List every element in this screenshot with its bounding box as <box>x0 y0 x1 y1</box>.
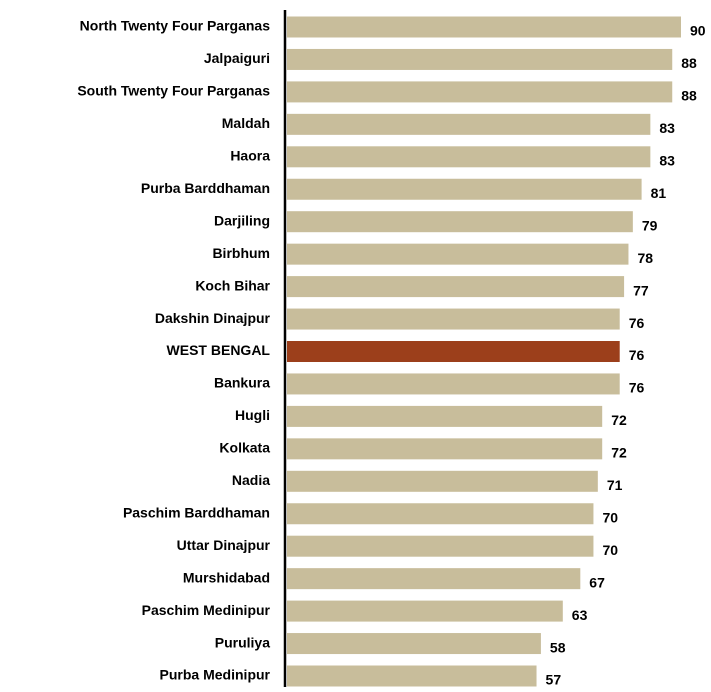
category-label: Dakshin Dinajpur <box>155 310 271 326</box>
category-label: Paschim Barddhaman <box>123 504 270 520</box>
value-label: 76 <box>629 315 645 331</box>
category-label: Murshidabad <box>183 569 270 585</box>
value-label: 88 <box>681 55 697 71</box>
value-label: 81 <box>651 185 667 201</box>
value-label: 72 <box>611 412 627 428</box>
category-label: Puruliya <box>215 634 270 650</box>
value-label: 79 <box>642 217 658 233</box>
value-label: 88 <box>681 88 697 104</box>
category-label: Darjiling <box>214 212 270 228</box>
bar <box>287 308 620 330</box>
value-label: 67 <box>589 574 605 590</box>
bar <box>287 341 620 362</box>
category-label: Hugli <box>235 407 270 423</box>
bar <box>287 276 625 298</box>
category-label: Uttar Dinajpur <box>177 537 271 553</box>
value-label: 76 <box>629 380 645 396</box>
value-label: 70 <box>602 509 618 525</box>
category-label: WEST BENGAL <box>167 342 271 358</box>
bar <box>287 405 603 427</box>
value-label: 57 <box>546 672 562 687</box>
bar <box>287 568 581 590</box>
bar <box>287 665 537 687</box>
value-label: 90 <box>690 23 706 39</box>
value-label: 72 <box>611 445 627 461</box>
bar <box>287 16 681 38</box>
value-label: 83 <box>659 120 675 136</box>
bar <box>287 535 594 557</box>
category-label: Birbhum <box>212 245 270 261</box>
bar <box>287 243 629 265</box>
bar <box>287 178 642 200</box>
category-label: Bankura <box>214 375 270 391</box>
bar <box>287 211 633 233</box>
category-label: South Twenty Four Parganas <box>77 83 270 99</box>
category-label: Maldah <box>222 115 270 131</box>
value-label: 70 <box>602 542 618 558</box>
bar <box>287 373 620 395</box>
category-label: Paschim Medinipur <box>142 602 271 618</box>
category-label: Purba Barddhaman <box>141 180 270 196</box>
bar <box>287 146 651 168</box>
category-label: Koch Bihar <box>195 277 270 293</box>
category-label: Purba Medinipur <box>160 667 271 683</box>
bar <box>287 503 594 525</box>
bar <box>287 600 563 622</box>
value-label: 77 <box>633 282 649 298</box>
category-label: Nadia <box>232 472 270 488</box>
value-label: 71 <box>607 477 623 493</box>
category-label: Haora <box>230 148 270 164</box>
bar <box>287 48 673 70</box>
category-label: Kolkata <box>219 440 270 456</box>
bar <box>287 470 598 492</box>
category-label: North Twenty Four Parganas <box>80 18 271 34</box>
value-label: 63 <box>572 607 588 623</box>
bar <box>287 633 541 655</box>
value-label: 58 <box>550 639 566 655</box>
value-label: 78 <box>637 250 653 266</box>
value-label: 76 <box>629 347 645 363</box>
bar <box>287 81 673 103</box>
value-label: 83 <box>659 153 675 169</box>
bar <box>287 438 603 460</box>
bar <box>287 113 651 135</box>
category-label: Jalpaiguri <box>204 50 270 66</box>
